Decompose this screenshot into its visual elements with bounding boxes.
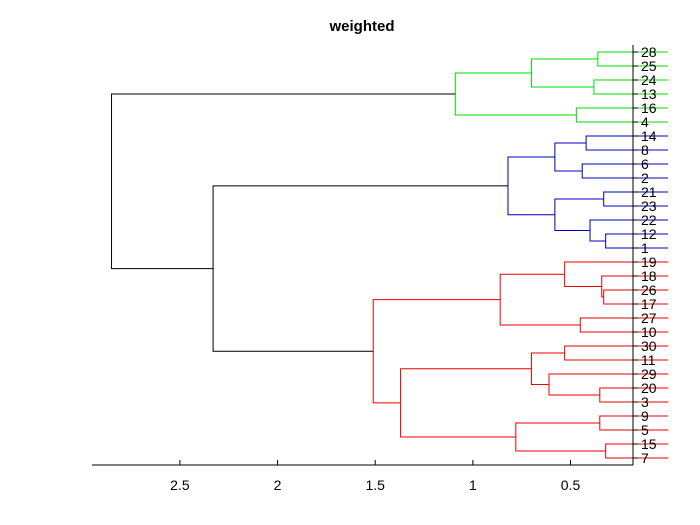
leaf-label: 30 <box>641 338 657 354</box>
x-ticks: 2.5 2 1.5 1 0.5 <box>170 460 580 493</box>
x-tick-label: 1.5 <box>365 477 385 493</box>
leaf-label: 1 <box>641 240 649 256</box>
dendrogram-link <box>400 368 532 438</box>
dendrogram-link <box>593 79 669 95</box>
leaf-label: 3 <box>641 394 649 410</box>
leaf-label: 4 <box>641 114 649 130</box>
leaf-label: 12 <box>641 226 657 242</box>
dendrogram-link <box>372 299 501 404</box>
leaf-label: 16 <box>641 100 657 116</box>
leaf-label: 13 <box>641 86 657 102</box>
leaf-label: 10 <box>641 324 657 340</box>
leaf-labels: 2825241316414862212322121191826172710301… <box>633 44 657 466</box>
leaf-label: 6 <box>641 156 649 172</box>
x-tick-label: 0.5 <box>561 477 581 493</box>
chart-title: weighted <box>328 18 394 35</box>
leaf-label: 5 <box>641 422 649 438</box>
leaf-label: 15 <box>641 436 657 452</box>
leaf-label: 22 <box>641 212 657 228</box>
dendrogram-link <box>515 422 606 452</box>
leaf-label: 9 <box>641 408 649 424</box>
leaf-label: 18 <box>641 268 657 284</box>
leaf-label: 27 <box>641 310 657 326</box>
axes <box>92 45 634 466</box>
leaf-label: 2 <box>641 170 649 186</box>
x-tick-label: 1 <box>469 477 477 493</box>
leaf-label: 24 <box>641 72 657 88</box>
leaf-label: 28 <box>641 44 657 60</box>
leaf-label: 26 <box>641 282 657 298</box>
leaf-label: 29 <box>641 366 657 382</box>
leaf-label: 8 <box>641 142 649 158</box>
dendrogram-link <box>454 72 577 116</box>
x-tick-label: 2.5 <box>170 477 190 493</box>
dendrogram-link <box>507 156 555 216</box>
leaf-label: 23 <box>641 198 657 214</box>
leaf-label: 19 <box>641 254 657 270</box>
leaf-label: 7 <box>641 450 649 466</box>
leaf-label: 17 <box>641 296 657 312</box>
leaf-label: 25 <box>641 58 657 74</box>
dendrogram-link <box>111 93 456 270</box>
leaf-label: 20 <box>641 380 657 396</box>
dendrogram-link <box>564 261 669 287</box>
leaf-label: 21 <box>641 184 657 200</box>
leaf-label: 11 <box>641 352 656 368</box>
leaf-label: 14 <box>641 128 657 144</box>
dendrogram-link <box>564 345 669 361</box>
x-tick-label: 2 <box>274 477 282 493</box>
